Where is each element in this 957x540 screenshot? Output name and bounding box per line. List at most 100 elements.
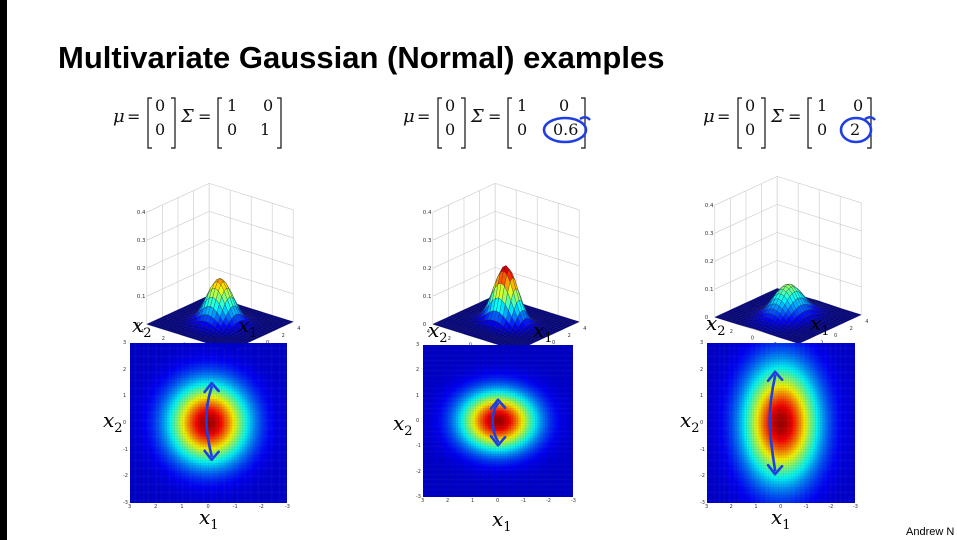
x2-tick-label: 4 [141, 329, 144, 335]
heatmap-x-tick-label: 3 [421, 498, 425, 504]
heatmap-y-tick-label: 1 [416, 392, 420, 399]
variance-arrow-annotation [766, 370, 784, 476]
surface-mesh-panel-3 [714, 283, 862, 344]
z-tick-label: 0.1 [705, 287, 714, 293]
heatmap-y-tick-label: 2 [700, 366, 704, 373]
heatmap-x2-label-panel-3: x2 [680, 408, 700, 436]
heatmap-x-tick-label: -2 [546, 498, 551, 504]
circle-annotation [839, 116, 873, 144]
variance-arrow-annotation [489, 398, 507, 447]
heatmap-x-tick-label: -1 [521, 498, 526, 504]
heatmap-y-tick-label: 3 [700, 340, 704, 346]
mu-entry: 0 [155, 120, 166, 139]
equals-sign: = [198, 107, 212, 126]
heatmap-y-tick-label: 0 [700, 420, 704, 426]
z-tick-label: 0.4 [705, 203, 714, 209]
equals-sign: = [417, 107, 431, 126]
z-tick-label: 0.2 [137, 266, 146, 272]
x2-tick-label: 2 [162, 336, 165, 342]
surface-x1-label-panel-1: x1 [238, 313, 258, 341]
sigma-symbol: Σ [771, 106, 784, 127]
equals-sign: = [127, 107, 141, 126]
mu-entry: 0 [445, 120, 456, 139]
heatmap-y-tick-label: 3 [416, 342, 420, 348]
x1-tick-label: 4 [583, 326, 586, 332]
sigma-entry: 0 [853, 96, 864, 115]
heatmap-y-tick-label: 1 [700, 393, 704, 400]
sigma-entry: 0 [559, 96, 570, 115]
x1-tick-label: 4 [865, 319, 868, 325]
mu-entry: 0 [745, 120, 756, 139]
heatmap-x-tick-label: 3 [705, 504, 709, 510]
heatmap-x-tick-label: 2 [154, 504, 158, 510]
equals-sign: = [488, 107, 502, 126]
heatmap-x-tick-label: -1 [803, 504, 809, 510]
sigma-entry: 0 [817, 120, 828, 139]
surface-x2-label-panel-2: x2 [428, 318, 448, 346]
mu-symbol: μ [703, 106, 715, 127]
sigma-entry: 0 [227, 120, 238, 139]
sigma-entry: 1 [260, 120, 271, 139]
heatmap-x2-label-panel-2: x2 [393, 411, 413, 439]
z-tick-label: 0.1 [137, 294, 146, 300]
heatmap-y-tick-label: 2 [123, 366, 127, 373]
matrix-brackets [147, 97, 282, 149]
sigma-entry: 0 [517, 120, 528, 139]
z-tick-label: 0 [137, 322, 141, 328]
variance-arrow-annotation [203, 381, 220, 462]
x2-tick-label: 2 [448, 336, 451, 342]
z-tick-label: 0.1 [423, 294, 432, 300]
heatmap-x-tick-label: 2 [446, 498, 450, 504]
equals-sign: = [788, 107, 802, 126]
x1-tick-label: 2 [568, 333, 571, 339]
z-tick-label: 0.3 [705, 231, 714, 237]
heatmap-x-tick-label: -3 [571, 498, 576, 504]
circle-annotation-tail [864, 116, 876, 121]
mu-entry: 0 [445, 96, 456, 115]
x1-tick-label: 0 [834, 333, 837, 339]
surface-x1-label-panel-2: x1 [533, 318, 553, 346]
z-tick-label: 0.2 [423, 266, 432, 272]
heatmap-x-tick-label: -1 [232, 504, 238, 510]
heatmap-canvas [423, 345, 573, 497]
x2-tick-label: 4 [709, 322, 712, 328]
surface-x2-label-panel-3: x2 [706, 311, 726, 339]
circle-annotation-tail [579, 116, 591, 121]
heatmap-y-tick-label: -3 [416, 494, 421, 500]
heatmap-x-tick-label: 1 [180, 504, 184, 510]
heatmap-x-tick-label: 1 [471, 498, 475, 504]
heatmap-panel-3: 3 -3 2 -2 1 -1 0 0 -1 1 -2 2 -3 3 [700, 340, 858, 510]
heatmap-y-tick-label: -2 [123, 473, 128, 480]
mu-entry: 0 [155, 96, 166, 115]
heatmap-x-tick-label: 3 [128, 504, 132, 510]
heatmap-x-tick-label: -2 [258, 504, 264, 510]
heatmap-panel-1: 3 -3 2 -2 1 -1 0 0 -1 1 -2 2 -3 3 [123, 340, 290, 510]
heatmap-x-tick-label: 0 [496, 498, 500, 504]
z-tick-label: 0.3 [423, 238, 432, 244]
matrix-brackets [737, 97, 876, 149]
sigma-entry: 2 [850, 120, 861, 139]
mu-entry: 0 [745, 96, 756, 115]
heatmap-y-tick-label: -2 [700, 473, 705, 480]
heatmap-x-tick-label: 1 [754, 504, 758, 510]
heatmap-y-tick-label: 0 [416, 418, 420, 424]
heatmap-y-tick-label: -2 [416, 468, 421, 475]
heatmap-canvas [130, 343, 287, 503]
matrix-brackets [437, 97, 591, 149]
heatmap-y-tick-label: -3 [700, 500, 705, 506]
heatmap-x-tick-label: 2 [729, 504, 733, 510]
author-footer: Andrew N [906, 526, 955, 538]
heatmap-x-tick-label: 0 [779, 504, 783, 510]
heatmap-x1-label-panel-3: x1 [771, 505, 791, 533]
z-tick-label: 0.2 [705, 259, 714, 265]
heatmap-y-tick-label: 2 [416, 367, 420, 374]
heatmap-canvas [707, 343, 855, 503]
heatmap-y-tick-label: 3 [123, 340, 127, 346]
sigma-symbol: Σ [181, 106, 194, 127]
formula-panel-2: μ = 0 0 Σ = 1 0 0 0.6 [403, 94, 643, 154]
formula-panel-3: μ = 0 0 Σ = 1 0 0 2 [703, 94, 943, 154]
heatmap-y-tick-label: -3 [123, 500, 128, 506]
heatmap-x1-label-panel-2: x1 [492, 507, 512, 535]
